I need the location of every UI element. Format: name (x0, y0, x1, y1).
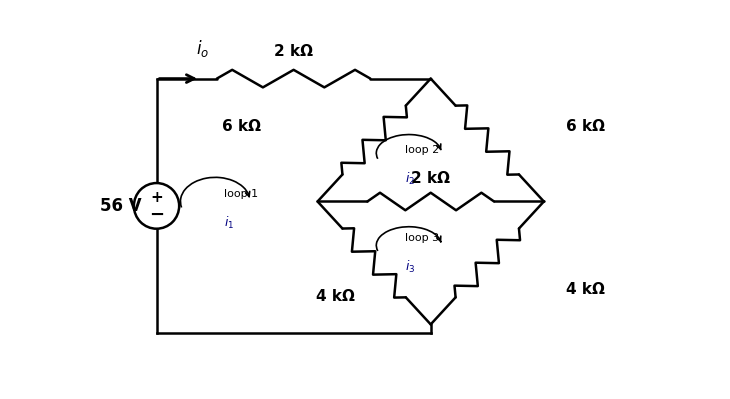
Text: 4 kΩ: 4 kΩ (315, 289, 354, 304)
Text: +: + (150, 190, 163, 205)
Text: $i_1$: $i_1$ (224, 215, 234, 231)
Text: −: − (149, 205, 164, 224)
Text: $i_3$: $i_3$ (404, 259, 415, 275)
Text: 2 kΩ: 2 kΩ (274, 44, 313, 59)
Text: 56 V: 56 V (100, 197, 142, 215)
Text: 6 kΩ: 6 kΩ (222, 119, 261, 134)
Text: 4 kΩ: 4 kΩ (566, 282, 604, 297)
Text: 2 kΩ: 2 kΩ (411, 171, 450, 186)
Text: loop 1: loop 1 (224, 189, 258, 200)
Text: $i_2$: $i_2$ (404, 171, 415, 187)
Text: $i_o$: $i_o$ (196, 38, 209, 59)
Text: 6 kΩ: 6 kΩ (566, 119, 604, 134)
Text: loop 3: loop 3 (404, 233, 439, 243)
Text: loop 2: loop 2 (404, 145, 439, 156)
